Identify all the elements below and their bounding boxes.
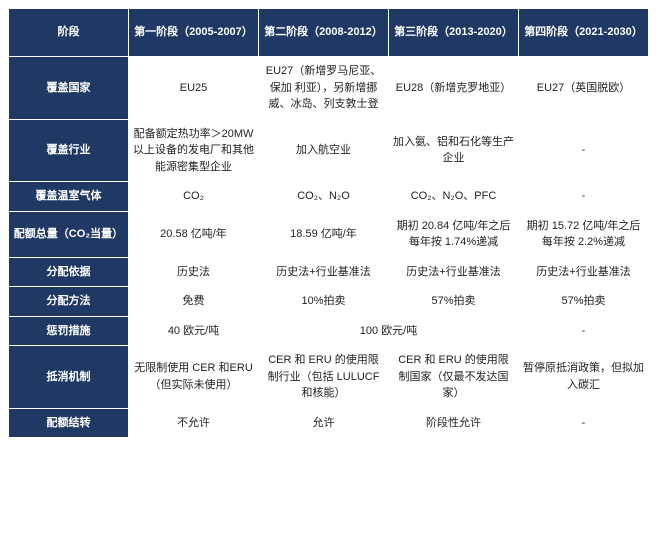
phases-table: 阶段 第一阶段（2005-2007） 第二阶段（2008-2012） 第三阶段（… bbox=[8, 8, 649, 438]
table-cell: 无限制使用 CER 和ERU（但实际未使用） bbox=[129, 346, 259, 409]
table-row: 覆盖温室气体CO₂CO₂、N₂OCO₂、N₂O、PFC- bbox=[9, 182, 649, 212]
table-cell: - bbox=[519, 119, 649, 182]
row-header: 配额总量（CO₂当量） bbox=[9, 211, 129, 257]
table-cell: 10%拍卖 bbox=[259, 287, 389, 317]
table-cell: 加入氨、铝和石化等生产企业 bbox=[389, 119, 519, 182]
row-header: 覆盖国家 bbox=[9, 57, 129, 120]
table-cell: 57%拍卖 bbox=[389, 287, 519, 317]
table-row: 覆盖国家EU25EU27（新增罗马尼亚、保加 利亚），另新增挪威、冰岛、列支敦士… bbox=[9, 57, 649, 120]
table-cell: 历史法+行业基准法 bbox=[259, 257, 389, 287]
table-cell: CER 和 ERU 的使用限制行业（包括 LULUCF 和核能） bbox=[259, 346, 389, 409]
row-header: 分配依据 bbox=[9, 257, 129, 287]
table-cell: 历史法+行业基准法 bbox=[519, 257, 649, 287]
table-cell: CO₂、N₂O、PFC bbox=[389, 182, 519, 212]
table-row: 配额总量（CO₂当量）20.58 亿吨/年18.59 亿吨/年期初 20.84 … bbox=[9, 211, 649, 257]
table-cell: 允许 bbox=[259, 408, 389, 438]
table-cell: 20.58 亿吨/年 bbox=[129, 211, 259, 257]
header-row: 阶段 第一阶段（2005-2007） 第二阶段（2008-2012） 第三阶段（… bbox=[9, 9, 649, 57]
table-cell: 加入航空业 bbox=[259, 119, 389, 182]
col-header-phase1: 第一阶段（2005-2007） bbox=[129, 9, 259, 57]
table-cell: 57%拍卖 bbox=[519, 287, 649, 317]
table-cell: 40 欧元/吨 bbox=[129, 316, 259, 346]
table-cell: CER 和 ERU 的使用限制国家（仅最不发达国家） bbox=[389, 346, 519, 409]
table-cell: - bbox=[519, 408, 649, 438]
row-header: 覆盖行业 bbox=[9, 119, 129, 182]
row-header: 分配方法 bbox=[9, 287, 129, 317]
table-cell: EU27（英国脱欧） bbox=[519, 57, 649, 120]
table-row: 配额结转不允许允许阶段性允许- bbox=[9, 408, 649, 438]
table-cell: 期初 20.84 亿吨/年之后每年按 1.74%递减 bbox=[389, 211, 519, 257]
table-cell: 历史法 bbox=[129, 257, 259, 287]
row-header: 覆盖温室气体 bbox=[9, 182, 129, 212]
table-cell: - bbox=[519, 182, 649, 212]
table-cell: EU25 bbox=[129, 57, 259, 120]
table-cell: 不允许 bbox=[129, 408, 259, 438]
table-row: 分配方法免费10%拍卖57%拍卖57%拍卖 bbox=[9, 287, 649, 317]
row-header: 抵消机制 bbox=[9, 346, 129, 409]
col-header-phase2: 第二阶段（2008-2012） bbox=[259, 9, 389, 57]
col-header-phase4: 第四阶段（2021-2030） bbox=[519, 9, 649, 57]
table-cell: CO₂、N₂O bbox=[259, 182, 389, 212]
table-cell: 18.59 亿吨/年 bbox=[259, 211, 389, 257]
table-row: 覆盖行业配备额定热功率＞20MW 以上设备的发电厂和其他能源密集型企业加入航空业… bbox=[9, 119, 649, 182]
table-cell: EU28（新增克罗地亚） bbox=[389, 57, 519, 120]
table-cell: 期初 15.72 亿吨/年之后每年按 2.2%递减 bbox=[519, 211, 649, 257]
table-cell: CO₂ bbox=[129, 182, 259, 212]
table-body: 覆盖国家EU25EU27（新增罗马尼亚、保加 利亚），另新增挪威、冰岛、列支敦士… bbox=[9, 57, 649, 438]
table-row: 分配依据历史法历史法+行业基准法历史法+行业基准法历史法+行业基准法 bbox=[9, 257, 649, 287]
col-header-phase3: 第三阶段（2013-2020） bbox=[389, 9, 519, 57]
table-cell: 暂停原抵消政策，但拟加入碳汇 bbox=[519, 346, 649, 409]
table-cell: EU27（新增罗马尼亚、保加 利亚），另新增挪威、冰岛、列支敦士登 bbox=[259, 57, 389, 120]
table-cell: 阶段性允许 bbox=[389, 408, 519, 438]
col-header-phase: 阶段 bbox=[9, 9, 129, 57]
row-header: 配额结转 bbox=[9, 408, 129, 438]
row-header: 惩罚措施 bbox=[9, 316, 129, 346]
table-cell: 历史法+行业基准法 bbox=[389, 257, 519, 287]
table-cell: 100 欧元/吨 bbox=[259, 316, 519, 346]
table-cell: - bbox=[519, 316, 649, 346]
table-cell: 免费 bbox=[129, 287, 259, 317]
table-cell: 配备额定热功率＞20MW 以上设备的发电厂和其他能源密集型企业 bbox=[129, 119, 259, 182]
table-row: 抵消机制无限制使用 CER 和ERU（但实际未使用）CER 和 ERU 的使用限… bbox=[9, 346, 649, 409]
table-row: 惩罚措施40 欧元/吨100 欧元/吨- bbox=[9, 316, 649, 346]
